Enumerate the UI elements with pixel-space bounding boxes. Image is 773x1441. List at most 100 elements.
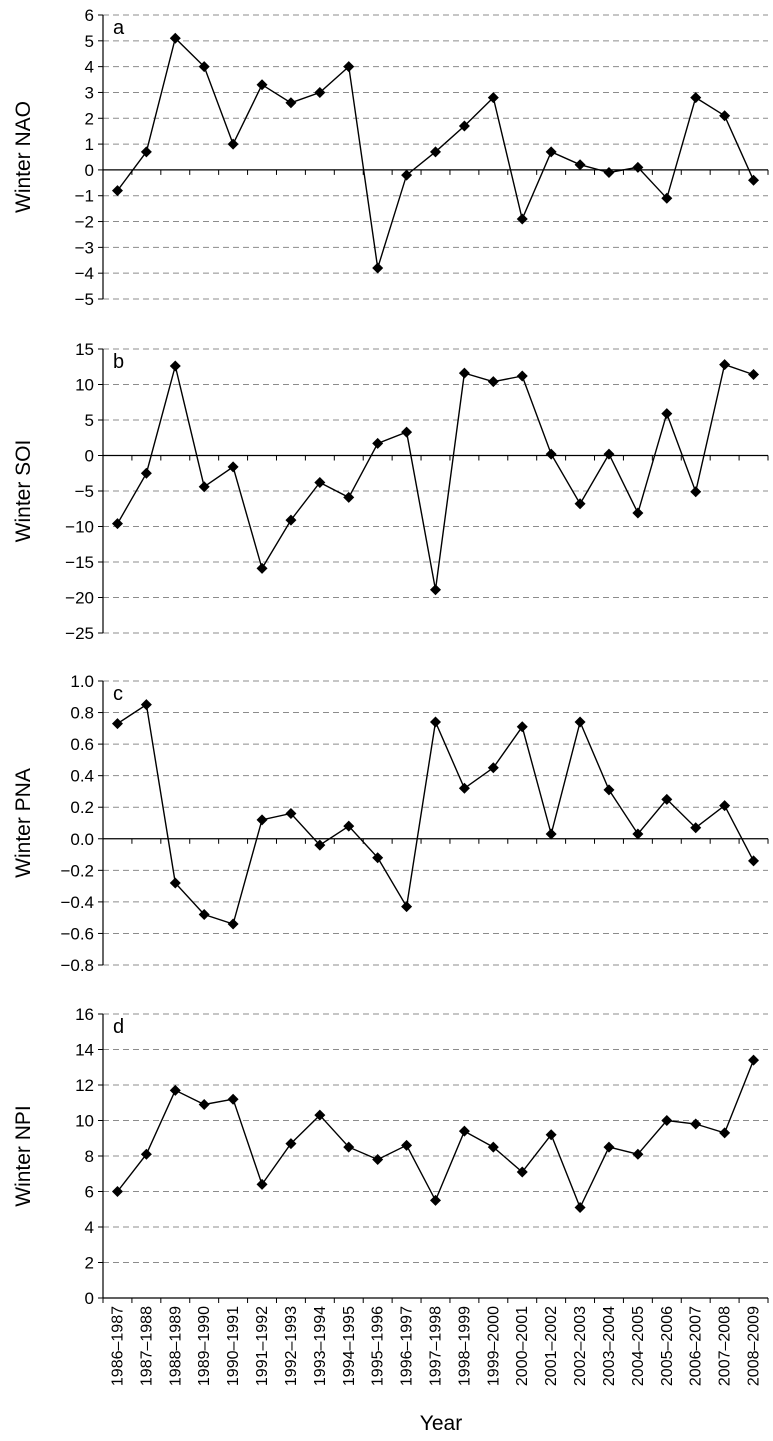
- data-point: [603, 166, 615, 178]
- data-point: [430, 146, 441, 158]
- data-point: [719, 110, 731, 122]
- data-point: [372, 1154, 384, 1166]
- x-tick-label: 1988–1989: [167, 1306, 184, 1386]
- data-point: [487, 1141, 499, 1153]
- y-tick-label: 16: [75, 1005, 94, 1024]
- x-tick-label: 2005–2006: [659, 1306, 676, 1386]
- data-point: [401, 426, 413, 438]
- x-tick-label: 1989–1990: [196, 1306, 213, 1386]
- data-point: [169, 1084, 181, 1096]
- data-point: [603, 1141, 615, 1153]
- data-point: [256, 1178, 268, 1190]
- data-point: [285, 97, 297, 109]
- y-tick-label: 14: [75, 1041, 94, 1060]
- y-tick-label: 5: [85, 32, 94, 51]
- x-tick-label: 1993–1994: [312, 1306, 329, 1386]
- data-point: [661, 192, 673, 204]
- data-point: [401, 901, 413, 913]
- data-point: [632, 507, 644, 519]
- series-line: [116, 1059, 755, 1210]
- y-tick-label: 15: [75, 340, 94, 359]
- data-point: [198, 909, 210, 921]
- x-tick-label: 1986–1987: [109, 1306, 126, 1386]
- data-point: [458, 367, 470, 379]
- data-point: [256, 79, 268, 91]
- data-point: [256, 562, 268, 574]
- data-point: [343, 61, 355, 73]
- y-tick-label: 4: [85, 58, 94, 77]
- y-axis-label: Winter NAO: [12, 101, 35, 213]
- x-tick-label: 1987–1988: [138, 1306, 155, 1386]
- y-tick-label: 0.8: [70, 704, 94, 723]
- data-point: [516, 213, 528, 225]
- y-tick-label: 0: [85, 1289, 94, 1308]
- data-point: [748, 174, 760, 186]
- x-tick-label: 2008–2009: [746, 1306, 763, 1386]
- data-point: [372, 437, 384, 449]
- data-point: [487, 376, 499, 388]
- data-point: [111, 1186, 123, 1197]
- data-point: [198, 61, 210, 73]
- panel-letter: a: [113, 17, 125, 39]
- data-point: [661, 1115, 673, 1126]
- y-tick-label: −10: [65, 518, 94, 537]
- data-point: [343, 1141, 355, 1153]
- data-point: [285, 514, 297, 526]
- y-tick-label: 0.4: [70, 767, 94, 786]
- x-axis-label: Year: [420, 1412, 462, 1435]
- data-point: [516, 721, 528, 733]
- x-tick-label: 1992–1993: [283, 1306, 300, 1386]
- data-point: [545, 828, 557, 840]
- data-point: [401, 169, 413, 181]
- y-tick-label: −5: [75, 290, 94, 309]
- panel-d: 16 14 12 10 8 6 4 2 0 d Winter NPI: [12, 1005, 769, 1308]
- data-point: [545, 448, 557, 460]
- data-point: [343, 820, 355, 832]
- data-point: [487, 762, 499, 774]
- data-point: [458, 120, 470, 132]
- data-point: [748, 855, 760, 867]
- y-tick-label: 4: [85, 1218, 94, 1237]
- data-point: [285, 1138, 297, 1150]
- panel-letter: d: [113, 1016, 124, 1038]
- data-point: [632, 828, 644, 840]
- y-tick-label: −0.4: [60, 893, 94, 912]
- y-tick-label: 3: [85, 83, 94, 102]
- x-tick-label: 1991–1992: [254, 1306, 271, 1386]
- data-point: [458, 782, 470, 794]
- x-tick-label: 1998–1999: [456, 1306, 473, 1386]
- data-point: [603, 448, 615, 460]
- y-tick-label: −0.8: [60, 956, 94, 975]
- data-point: [169, 360, 181, 372]
- y-tick-label: −1: [75, 187, 94, 206]
- x-tick-label: 1999–2000: [485, 1306, 502, 1386]
- x-tick-label: 2002–2003: [572, 1306, 589, 1386]
- data-point: [314, 839, 326, 851]
- data-point: [169, 32, 181, 44]
- data-point: [574, 498, 586, 510]
- x-tick-label: 1997–1998: [428, 1306, 445, 1386]
- data-point: [227, 461, 239, 473]
- panel-a: 6 5 4 3 2 1 0 −1 −2 −3 −4 −5 a Winter NAO: [12, 6, 769, 309]
- data-point: [198, 481, 210, 493]
- data-point: [458, 1125, 470, 1137]
- y-tick-label: 2: [85, 109, 94, 128]
- data-point: [227, 918, 239, 930]
- data-point: [719, 1127, 731, 1139]
- data-point: [314, 86, 326, 98]
- y-tick-label: −4: [75, 264, 94, 283]
- data-point: [545, 146, 557, 158]
- x-tick-label: 2003–2004: [601, 1306, 618, 1386]
- data-point: [111, 185, 123, 197]
- data-point: [719, 359, 731, 371]
- x-tick-labels: 1986–1987 1987–1988 1988–1989 1989–1990 1990…: [109, 1306, 762, 1386]
- y-tick-label: −5: [75, 482, 94, 501]
- data-point: [372, 262, 384, 274]
- data-point: [111, 518, 123, 530]
- panel-letter: b: [113, 351, 124, 373]
- data-point: [661, 793, 673, 805]
- y-tick-label: 5: [85, 411, 94, 430]
- data-point: [430, 1194, 441, 1206]
- y-tick-label: 0.6: [70, 735, 94, 754]
- data-point: [372, 852, 384, 864]
